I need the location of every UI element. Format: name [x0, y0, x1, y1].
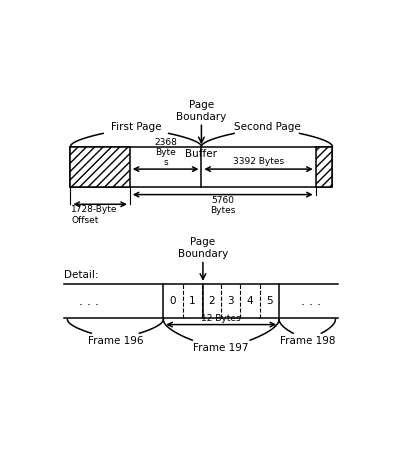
Bar — [316, 147, 332, 187]
Text: Frame 196: Frame 196 — [88, 336, 143, 346]
Text: 3392 Bytes: 3392 Bytes — [233, 157, 284, 166]
Text: Buffer: Buffer — [185, 149, 217, 158]
Text: Second Page: Second Page — [233, 122, 300, 132]
Text: 12 Bytes: 12 Bytes — [201, 314, 241, 323]
Text: 2: 2 — [208, 296, 215, 306]
Text: First Page: First Page — [111, 122, 161, 132]
Text: 2368
Byte
s: 2368 Byte s — [154, 137, 177, 167]
Text: Detail:: Detail: — [64, 270, 99, 280]
Text: 5760
Bytes: 5760 Bytes — [210, 196, 235, 215]
Text: . . .: . . . — [301, 295, 321, 308]
Text: 1728-Byte
Offset: 1728-Byte Offset — [72, 205, 118, 224]
Bar — [70, 147, 130, 187]
Text: 5: 5 — [266, 296, 273, 306]
Text: Page
Boundary: Page Boundary — [178, 238, 228, 259]
Text: 1: 1 — [189, 296, 196, 306]
Text: Page
Boundary: Page Boundary — [176, 100, 226, 122]
Text: 3: 3 — [228, 296, 234, 306]
Text: Frame 198: Frame 198 — [279, 336, 335, 346]
Text: . . .: . . . — [79, 295, 99, 308]
Text: 4: 4 — [247, 296, 253, 306]
Text: Frame 197: Frame 197 — [193, 343, 249, 353]
Bar — [70, 147, 332, 187]
Text: 0: 0 — [170, 296, 176, 306]
